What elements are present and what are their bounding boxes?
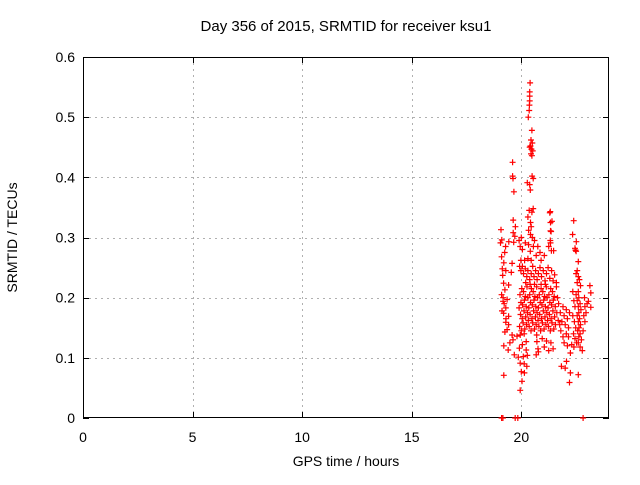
y-tick-labels: 0 0.1 0.2 0.3 0.4 0.5 0.6 [56,49,76,426]
chart-title: Day 356 of 2015, SRMTID for receiver ksu… [201,18,492,35]
plot-border [83,57,609,418]
y-tick-label: 0.1 [56,350,76,366]
x-tick-labels: 0 5 10 15 20 [79,429,529,445]
x-tick-label: 20 [514,429,530,445]
y-tick-label: 0.2 [56,290,76,306]
y-tick-label: 0.4 [56,169,76,185]
y-tick-label: 0.3 [56,230,76,246]
series-srmtid-markers [497,79,594,421]
x-axis-label: GPS time / hours [293,453,400,469]
data-points [497,79,594,421]
y-tick-label: 0 [67,410,75,426]
x-tick-label: 0 [79,429,87,445]
axis-ticks [83,57,609,419]
y-axis-label: SRMTID / TECUs [4,182,20,292]
x-tick-label: 15 [404,429,420,445]
x-tick-label: 10 [294,429,310,445]
y-tick-label: 0.5 [56,109,76,125]
y-tick-label: 0.6 [56,49,76,65]
x-tick-label: 5 [189,429,197,445]
